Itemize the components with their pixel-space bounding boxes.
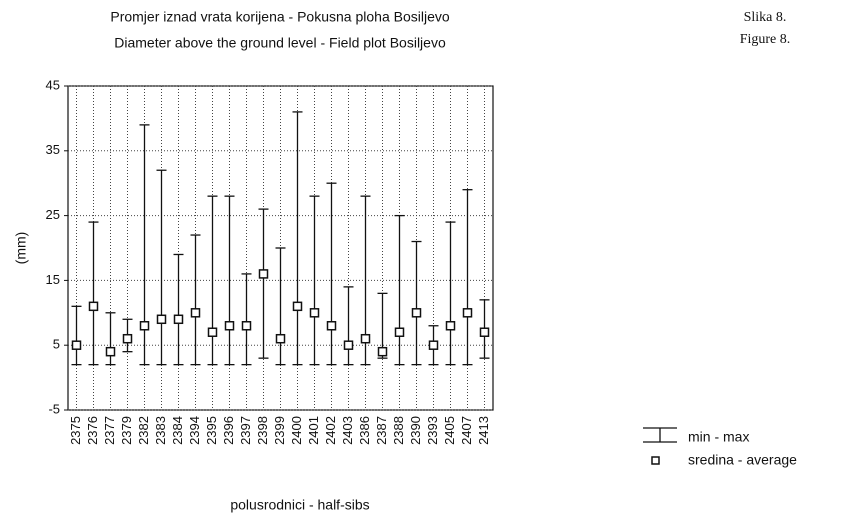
y-tick-label: 5 [53, 337, 60, 352]
x-tick-label: 2394 [187, 416, 202, 445]
y-tick-label: 45 [46, 77, 60, 92]
x-tick-label: 2401 [306, 416, 321, 445]
chart-title: Promjer iznad vrata korijena - Pokusna p… [110, 9, 449, 25]
x-tick-label: 2388 [391, 416, 406, 445]
x-tick-label: 2407 [459, 416, 474, 445]
x-tick-label: 2387 [374, 416, 389, 445]
average-marker [122, 333, 133, 344]
y-axis-label: (mm) [13, 232, 29, 265]
x-tick-label: 2396 [221, 416, 236, 445]
figure-label: Slika 8. [744, 10, 787, 25]
average-marker [139, 321, 150, 331]
average-marker [71, 340, 82, 350]
average-marker [207, 327, 218, 337]
average-marker [224, 321, 235, 331]
x-tick-label: 2405 [442, 416, 457, 445]
x-tick-label: 2377 [102, 416, 117, 445]
x-tick-label: 2375 [68, 416, 83, 445]
chart-subtitle: Diameter above the ground level - Field … [114, 35, 446, 51]
x-tick-label: 2402 [323, 416, 338, 445]
y-tick-label: 25 [46, 207, 60, 222]
average-marker [360, 333, 371, 344]
x-tick-label: 2399 [272, 416, 287, 445]
average-marker [326, 321, 337, 331]
average-marker [156, 314, 167, 325]
average-marker [258, 269, 269, 279]
x-axis-label: polusrodnici - half-sibs [230, 497, 369, 513]
y-tick-label: 35 [46, 142, 60, 157]
y-tick-label: -5 [48, 401, 60, 416]
average-marker [241, 321, 252, 331]
x-tick-label: 2383 [153, 416, 168, 445]
average-marker [105, 346, 116, 357]
x-tick-label: 2398 [255, 416, 270, 445]
figure-label: Figure 8. [740, 32, 791, 47]
average-marker [309, 308, 320, 318]
average-marker [275, 333, 286, 344]
x-tick-label: 2400 [289, 416, 304, 445]
legend-label: sredina - average [688, 452, 797, 468]
x-tick-label: 2390 [408, 416, 423, 445]
average-marker [88, 301, 99, 312]
average-marker [343, 340, 354, 350]
average-marker [173, 314, 184, 325]
x-tick-label: 2376 [85, 416, 100, 445]
x-tick-label: 2397 [238, 416, 253, 445]
legend-label: min - max [688, 429, 749, 445]
average-marker [377, 346, 388, 357]
x-tick-label: 2393 [425, 416, 440, 445]
average-marker [479, 327, 490, 337]
average-marker [411, 308, 422, 318]
average-marker [445, 321, 456, 331]
x-tick-label: 2382 [136, 416, 151, 445]
average-marker [292, 301, 303, 312]
y-tick-label: 15 [46, 272, 60, 287]
average-marker [394, 327, 405, 337]
x-tick-label: 2413 [476, 416, 491, 445]
x-tick-label: 2395 [204, 416, 219, 445]
x-tick-label: 2379 [119, 416, 134, 445]
x-tick-label: 2386 [357, 416, 372, 445]
x-tick-label: 2384 [170, 416, 185, 445]
average-marker [428, 340, 439, 350]
x-tick-label: 2403 [340, 416, 355, 445]
average-marker [462, 308, 473, 318]
legend-icon [651, 456, 660, 465]
average-marker [190, 308, 201, 318]
